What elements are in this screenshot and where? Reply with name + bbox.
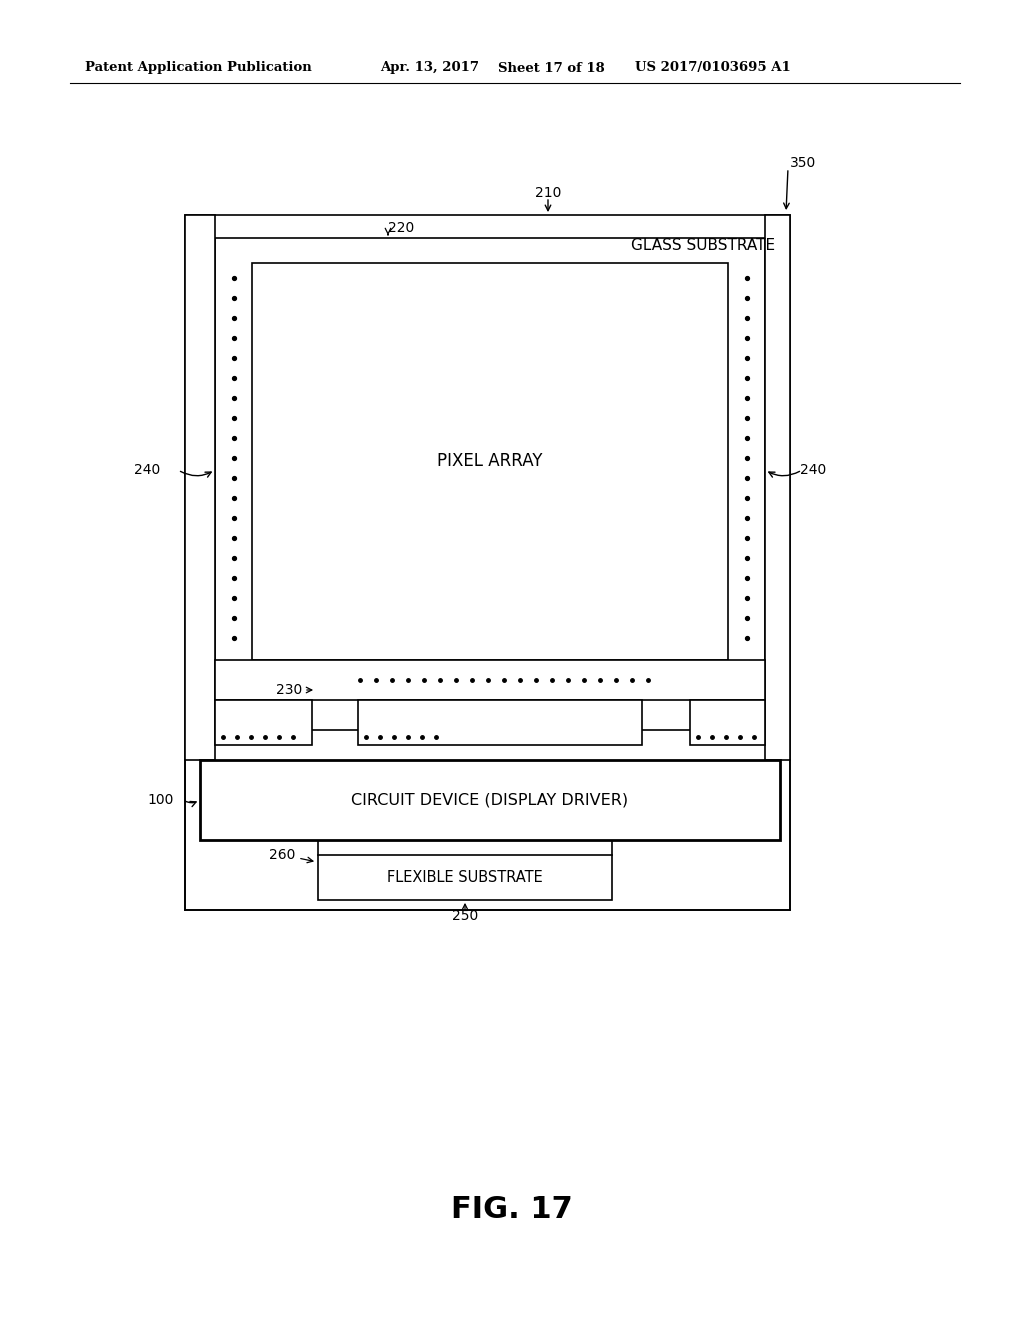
- Text: 240: 240: [800, 463, 826, 477]
- Bar: [215, 700, 312, 744]
- Text: 240: 240: [134, 463, 160, 477]
- Bar: [690, 700, 765, 744]
- Text: 350: 350: [790, 156, 816, 170]
- Text: 210: 210: [535, 186, 561, 201]
- Text: FIG. 17: FIG. 17: [452, 1196, 572, 1225]
- Text: 230: 230: [275, 682, 302, 697]
- Text: Apr. 13, 2017: Apr. 13, 2017: [380, 62, 479, 74]
- Bar: [358, 700, 642, 744]
- Text: 250: 250: [452, 909, 478, 923]
- Bar: [765, 215, 790, 760]
- Bar: [215, 238, 765, 730]
- Text: US 2017/0103695 A1: US 2017/0103695 A1: [635, 62, 791, 74]
- Bar: [185, 215, 215, 760]
- Bar: [318, 855, 612, 900]
- Bar: [252, 263, 728, 660]
- Text: 100: 100: [147, 793, 174, 807]
- Bar: [185, 215, 790, 909]
- Bar: [200, 760, 780, 840]
- Text: 260: 260: [268, 847, 295, 862]
- Text: PIXEL ARRAY: PIXEL ARRAY: [437, 453, 543, 470]
- Text: 220: 220: [388, 220, 415, 235]
- Text: Patent Application Publication: Patent Application Publication: [85, 62, 311, 74]
- Text: GLASS SUBSTRATE: GLASS SUBSTRATE: [631, 238, 775, 252]
- Text: FLEXIBLE SUBSTRATE: FLEXIBLE SUBSTRATE: [387, 870, 543, 884]
- Bar: [215, 660, 765, 700]
- Text: Sheet 17 of 18: Sheet 17 of 18: [498, 62, 605, 74]
- Text: CIRCUIT DEVICE (DISPLAY DRIVER): CIRCUIT DEVICE (DISPLAY DRIVER): [351, 792, 629, 808]
